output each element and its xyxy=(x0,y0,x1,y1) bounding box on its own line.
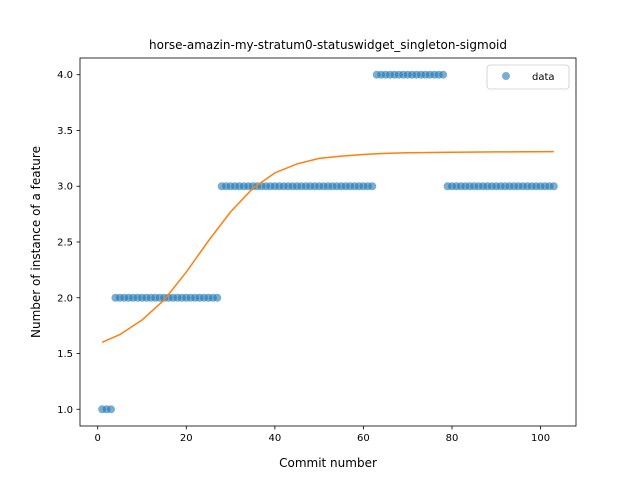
y-axis-label: Number of instance of a feature xyxy=(29,146,43,338)
data-point xyxy=(549,182,558,191)
chart-title: horse-amazin-my-stratum0-statuswidget_si… xyxy=(149,38,507,52)
data-point xyxy=(368,182,377,191)
x-tick-label: 0 xyxy=(95,433,101,444)
x-tick-label: 100 xyxy=(531,433,550,444)
legend-label: data xyxy=(532,72,555,83)
y-tick-label: 3.5 xyxy=(57,126,73,137)
y-tick-label: 4.0 xyxy=(57,70,73,81)
y-tick-label: 2.0 xyxy=(57,293,73,304)
plot-area xyxy=(98,70,558,414)
axes: 0 20 40 60 80 100 1.0 1.5 2.0 2.5 3.0 3.5 4.0 xyxy=(57,57,577,444)
data-point xyxy=(107,405,115,414)
x-tick-label: 20 xyxy=(180,433,193,444)
x-tick-label: 80 xyxy=(446,433,459,444)
x-axis-label: Commit number xyxy=(279,456,377,470)
y-tick-label: 1.0 xyxy=(57,405,73,416)
data-point xyxy=(213,293,222,302)
data-point xyxy=(439,70,448,79)
y-tick-label: 3.0 xyxy=(57,182,73,193)
y-tick-label: 1.5 xyxy=(57,349,73,360)
legend-marker xyxy=(502,72,510,80)
x-tick-label: 60 xyxy=(357,433,370,444)
legend: data xyxy=(486,64,570,90)
x-tick-label: 40 xyxy=(268,433,281,444)
y-tick-label: 2.5 xyxy=(57,238,73,249)
fit-line xyxy=(101,150,554,344)
legend-box xyxy=(486,64,570,90)
